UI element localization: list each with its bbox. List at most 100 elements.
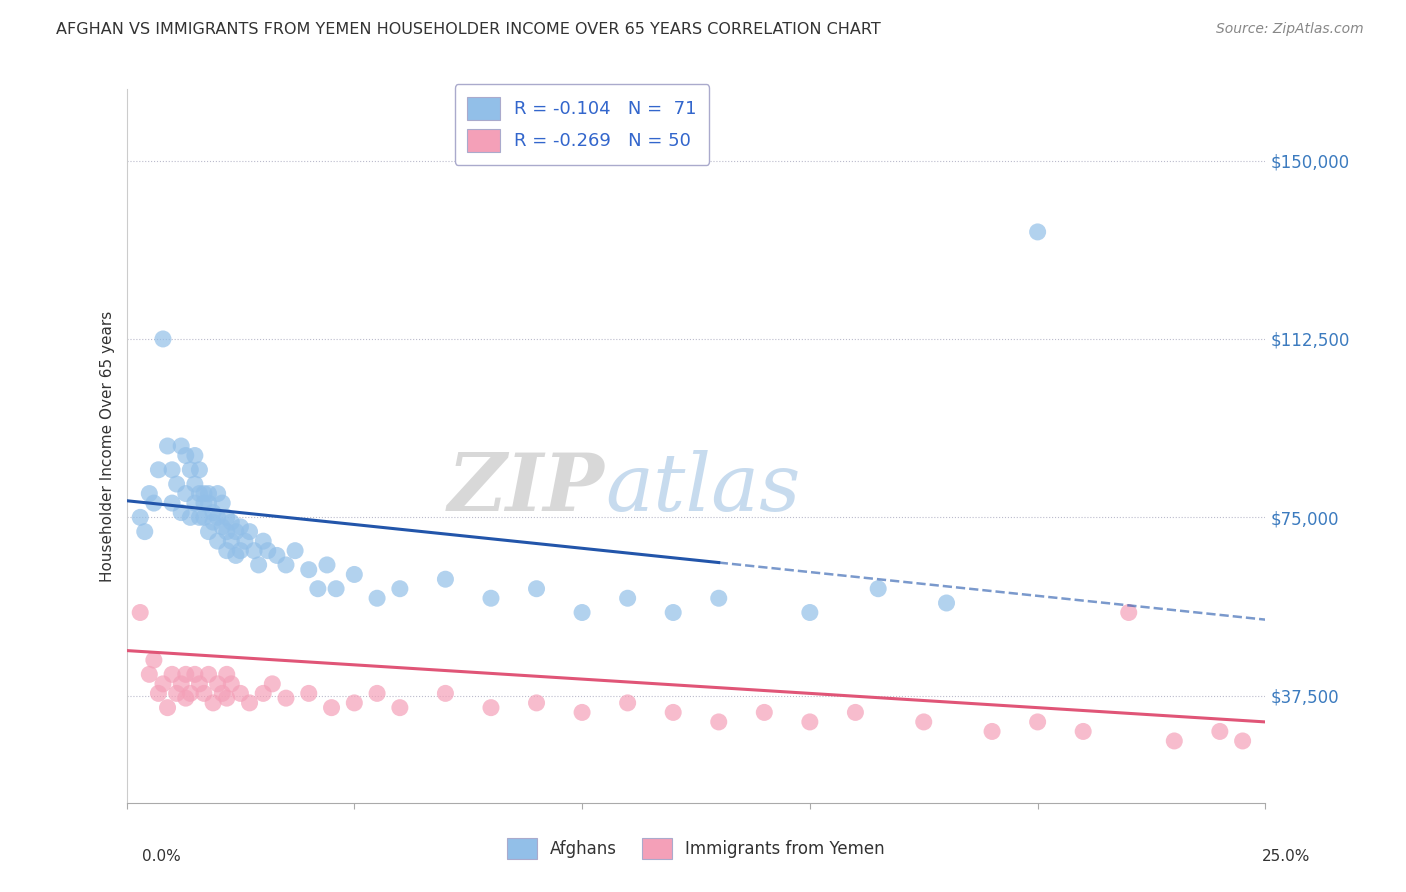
Point <box>366 686 388 700</box>
Point <box>325 582 347 596</box>
Point <box>174 486 197 500</box>
Point <box>184 449 207 463</box>
Point <box>1232 734 1254 748</box>
Point <box>202 506 225 520</box>
Point <box>211 520 233 534</box>
Point <box>129 510 152 524</box>
Point <box>434 686 457 700</box>
Point <box>1026 225 1049 239</box>
Point <box>184 667 207 681</box>
Point <box>142 653 165 667</box>
Point <box>174 667 197 681</box>
Point <box>148 463 170 477</box>
Point <box>152 332 174 346</box>
Point <box>262 677 284 691</box>
Point <box>174 449 197 463</box>
Point <box>160 463 183 477</box>
Point <box>207 677 229 691</box>
Point <box>238 524 260 539</box>
Point <box>197 667 219 681</box>
Point <box>221 677 243 691</box>
Point <box>754 706 776 720</box>
Point <box>142 496 165 510</box>
Point <box>247 558 270 572</box>
Point <box>307 582 329 596</box>
Point <box>156 439 179 453</box>
Point <box>215 524 238 539</box>
Point <box>912 714 935 729</box>
Point <box>188 677 211 691</box>
Point <box>129 606 152 620</box>
Point <box>197 524 219 539</box>
Point <box>571 706 593 720</box>
Point <box>662 606 685 620</box>
Point <box>229 520 252 534</box>
Legend: Afghans, Immigrants from Yemen: Afghans, Immigrants from Yemen <box>501 831 891 866</box>
Point <box>316 558 339 572</box>
Point <box>188 486 211 500</box>
Point <box>207 534 229 549</box>
Point <box>707 714 730 729</box>
Point <box>221 534 243 549</box>
Point <box>170 506 193 520</box>
Text: 25.0%: 25.0% <box>1263 849 1310 863</box>
Point <box>160 496 183 510</box>
Point <box>252 534 274 549</box>
Point <box>1209 724 1232 739</box>
Point <box>221 515 243 529</box>
Point <box>225 524 247 539</box>
Point <box>616 696 638 710</box>
Point <box>343 567 366 582</box>
Point <box>138 667 160 681</box>
Point <box>366 591 388 606</box>
Point <box>184 477 207 491</box>
Point <box>166 686 188 700</box>
Point <box>844 706 866 720</box>
Point <box>799 606 821 620</box>
Point <box>298 563 321 577</box>
Point <box>343 696 366 710</box>
Point <box>215 543 238 558</box>
Point <box>1118 606 1140 620</box>
Point <box>388 700 411 714</box>
Point <box>207 486 229 500</box>
Point <box>166 477 188 491</box>
Point <box>256 543 278 558</box>
Point <box>707 591 730 606</box>
Point <box>479 700 502 714</box>
Point <box>152 677 174 691</box>
Text: Source: ZipAtlas.com: Source: ZipAtlas.com <box>1216 22 1364 37</box>
Point <box>211 686 233 700</box>
Point <box>252 686 274 700</box>
Point <box>156 700 179 714</box>
Point <box>184 496 207 510</box>
Point <box>193 486 215 500</box>
Point <box>225 549 247 563</box>
Point <box>434 572 457 586</box>
Point <box>188 463 211 477</box>
Point <box>211 496 233 510</box>
Point <box>526 582 548 596</box>
Point <box>284 543 307 558</box>
Text: 0.0%: 0.0% <box>142 849 181 863</box>
Point <box>174 691 197 706</box>
Point <box>197 486 219 500</box>
Point <box>274 558 297 572</box>
Point <box>193 686 215 700</box>
Point <box>193 510 215 524</box>
Point <box>274 691 297 706</box>
Point <box>188 510 211 524</box>
Point <box>229 543 252 558</box>
Point <box>179 510 201 524</box>
Point <box>179 686 201 700</box>
Point <box>179 463 201 477</box>
Text: AFGHAN VS IMMIGRANTS FROM YEMEN HOUSEHOLDER INCOME OVER 65 YEARS CORRELATION CHA: AFGHAN VS IMMIGRANTS FROM YEMEN HOUSEHOL… <box>56 22 882 37</box>
Point <box>202 515 225 529</box>
Point <box>134 524 156 539</box>
Point <box>479 591 502 606</box>
Point <box>1071 724 1094 739</box>
Point <box>215 510 238 524</box>
Point <box>981 724 1004 739</box>
Point <box>266 549 288 563</box>
Point <box>616 591 638 606</box>
